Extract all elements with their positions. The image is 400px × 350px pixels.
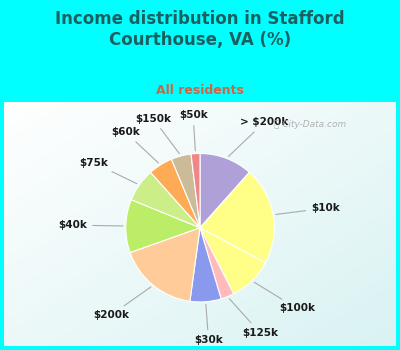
Text: All residents: All residents xyxy=(156,84,244,97)
Wedge shape xyxy=(191,153,200,228)
Wedge shape xyxy=(172,154,200,228)
Text: $75k: $75k xyxy=(79,158,137,184)
Text: Income distribution in Stafford
Courthouse, VA (%): Income distribution in Stafford Courthou… xyxy=(55,10,345,49)
Text: ⓘ City-Data.com: ⓘ City-Data.com xyxy=(274,120,346,129)
Text: $60k: $60k xyxy=(111,127,158,163)
Text: > $200k: > $200k xyxy=(228,117,288,156)
Text: $125k: $125k xyxy=(229,299,278,337)
Wedge shape xyxy=(190,228,221,302)
Wedge shape xyxy=(200,153,250,228)
Text: $40k: $40k xyxy=(58,220,123,230)
Wedge shape xyxy=(150,159,200,228)
Text: $30k: $30k xyxy=(194,304,223,345)
Wedge shape xyxy=(131,172,200,228)
Text: $100k: $100k xyxy=(254,282,315,313)
Wedge shape xyxy=(200,172,274,263)
Wedge shape xyxy=(126,200,200,253)
Text: $150k: $150k xyxy=(135,114,179,154)
Wedge shape xyxy=(200,228,234,299)
Wedge shape xyxy=(130,228,200,301)
Text: $10k: $10k xyxy=(276,203,340,215)
Wedge shape xyxy=(200,228,265,294)
Text: $50k: $50k xyxy=(179,110,208,151)
Text: $200k: $200k xyxy=(93,287,151,320)
